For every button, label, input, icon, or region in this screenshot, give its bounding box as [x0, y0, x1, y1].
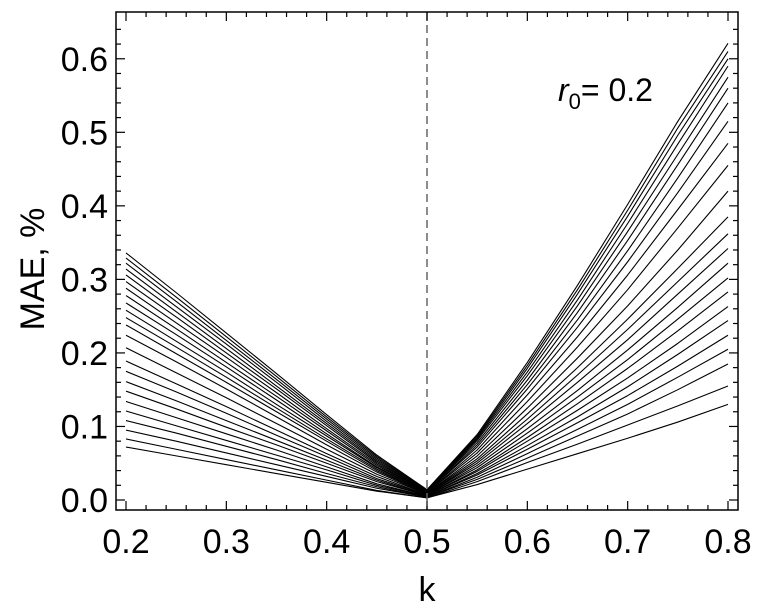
x-tick-label: 0.8	[704, 523, 751, 561]
series-line-24	[125, 43, 729, 491]
series-line-22	[125, 58, 729, 491]
x-tick-label: 0.6	[504, 523, 551, 561]
series-line-20	[125, 76, 729, 492]
series-line-17	[125, 120, 729, 493]
tick-marks	[116, 12, 738, 510]
x-tick-label: 0.2	[102, 523, 149, 561]
y-tick-label: 0.6	[61, 41, 108, 79]
x-tick-label: 0.4	[303, 523, 350, 561]
plot-frame	[115, 11, 739, 511]
x-tick-label: 0.7	[604, 523, 651, 561]
tick-labels: 0.2 0.3 0.4 0.5 0.6 0.7 0.8 0.0 0.1 0.2 0.3 0.4 0.5 0…	[61, 41, 752, 561]
y-tick-label: 0.5	[61, 114, 108, 152]
annotation: r0= 0.2	[558, 72, 653, 114]
series-line-16	[125, 143, 729, 494]
annotation-prefix: r	[558, 72, 570, 108]
y-tick-label: 0.1	[61, 408, 108, 446]
annotation-value: = 0.2	[581, 72, 653, 108]
y-tick-label: 0.2	[61, 335, 108, 373]
y-tick-label: 0.4	[61, 188, 108, 226]
y-axis-label: MAE, %	[14, 208, 52, 331]
y-tick-label: 0.3	[61, 261, 108, 299]
x-axis-label: k	[419, 571, 437, 609]
series-line-9	[125, 277, 729, 496]
x-tick-label: 0.3	[203, 523, 250, 561]
y-tick-label: 0.0	[61, 482, 108, 520]
annotation-subscript: 0	[569, 89, 581, 114]
series-line-18	[125, 102, 729, 493]
x-tick-label: 0.5	[403, 523, 450, 561]
